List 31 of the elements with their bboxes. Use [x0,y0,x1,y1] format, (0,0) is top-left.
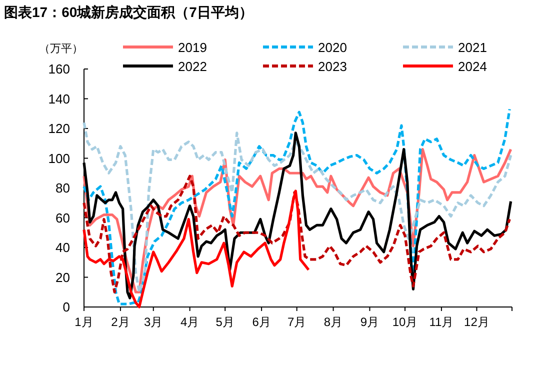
x-tick-label: 11月 [429,315,454,329]
y-axis-title: （万平） [39,42,83,55]
x-tick-label: 2月 [111,315,130,329]
x-tick-label: 8月 [324,315,343,329]
x-tick-label: 6月 [252,315,271,329]
x-tick-label: 9月 [360,315,380,329]
legend-label: 2021 [458,40,487,55]
y-tick-label: 140 [48,91,70,106]
x-tick-label: 1月 [74,315,94,329]
legend-label: 2019 [178,40,207,55]
y-tick-label: 40 [56,240,70,255]
x-tick-label: 12月 [464,315,490,329]
legend-label: 2024 [458,59,487,74]
y-tick-label: 60 [56,210,70,226]
line-series [82,174,511,294]
line-series [82,190,310,308]
y-tick-label: 120 [48,121,70,136]
y-tick-label: 160 [48,62,70,76]
x-tick-label: 5月 [216,315,234,329]
x-tick-label: 10月 [392,315,418,329]
x-tick-label: 4月 [180,315,200,329]
legend-label: 2020 [318,40,347,55]
y-tick-label: 20 [56,270,70,285]
y-tick-label: 0 [62,300,70,314]
x-tick-label: 3月 [144,315,163,329]
x-tick-label: 7月 [287,315,306,329]
y-tick-label: 80 [56,180,70,196]
legend-label: 2023 [318,59,347,74]
chart-title: 图表17：60城新房成交面积（7日平均） [4,4,253,20]
y-tick-label: 100 [48,150,70,166]
legend-label: 2022 [178,59,207,74]
